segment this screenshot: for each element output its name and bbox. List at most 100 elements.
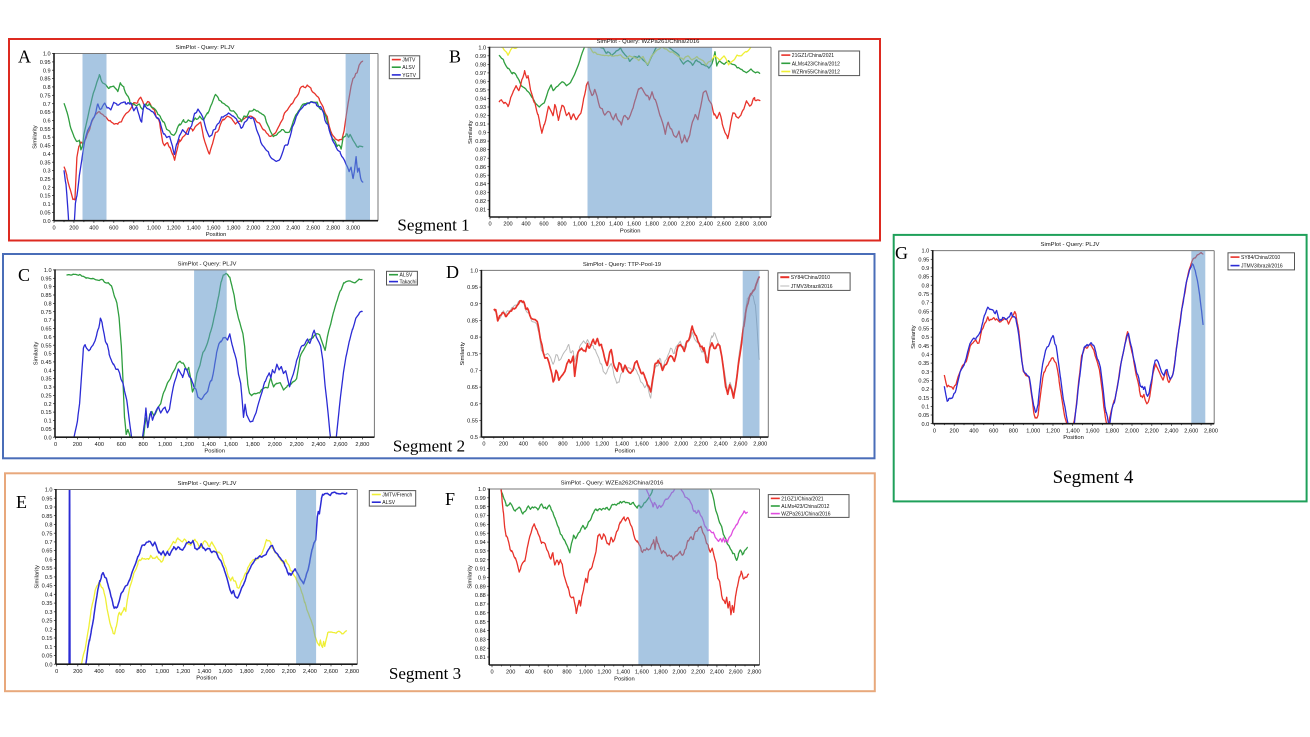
svg-text:1,600: 1,600 — [207, 225, 221, 231]
svg-text:0.99: 0.99 — [475, 54, 486, 60]
svg-text:2,200: 2,200 — [681, 222, 695, 228]
svg-text:0.91: 0.91 — [475, 567, 486, 573]
svg-text:0.4: 0.4 — [43, 152, 51, 158]
svg-text:1,000: 1,000 — [155, 669, 169, 675]
svg-text:SY84/China/2010: SY84/China/2010 — [791, 275, 830, 281]
svg-text:0.25: 0.25 — [42, 619, 53, 625]
svg-text:0.6: 0.6 — [43, 119, 51, 125]
svg-text:0.82: 0.82 — [475, 646, 486, 652]
svg-text:0.7: 0.7 — [43, 102, 51, 108]
svg-text:1,800: 1,800 — [645, 222, 659, 228]
svg-text:0.55: 0.55 — [467, 419, 478, 425]
svg-text:0.55: 0.55 — [918, 327, 929, 333]
svg-text:0.82: 0.82 — [475, 199, 486, 205]
svg-text:ALMs423/China/2012: ALMs423/China/2012 — [792, 61, 840, 67]
svg-text:SimPlot - Query: WZEa262/China: SimPlot - Query: WZEa262/China/2016 — [561, 481, 665, 487]
svg-text:SimPlot - Query: WZPa261/China: SimPlot - Query: WZPa261/China/2016 — [597, 39, 701, 45]
svg-text:1.0: 1.0 — [43, 52, 51, 58]
svg-text:1,800: 1,800 — [655, 442, 669, 448]
svg-text:2,000: 2,000 — [672, 670, 686, 676]
svg-text:0.93: 0.93 — [475, 105, 486, 111]
svg-text:YGTV: YGTV — [402, 73, 416, 79]
svg-text:0.65: 0.65 — [467, 385, 478, 391]
svg-text:0.0: 0.0 — [922, 422, 930, 428]
svg-text:Position: Position — [204, 449, 225, 455]
svg-text:JMTV: JMTV — [402, 58, 416, 64]
svg-text:0.95: 0.95 — [40, 60, 51, 66]
svg-text:0.35: 0.35 — [40, 160, 51, 166]
svg-text:1,200: 1,200 — [595, 442, 609, 448]
svg-text:200: 200 — [503, 222, 512, 228]
svg-text:0.85: 0.85 — [475, 620, 486, 626]
svg-text:0.75: 0.75 — [467, 352, 478, 358]
svg-text:600: 600 — [109, 225, 118, 231]
svg-text:0.9: 0.9 — [478, 131, 486, 137]
svg-text:1,600: 1,600 — [219, 669, 233, 675]
svg-text:1,600: 1,600 — [224, 442, 238, 448]
svg-text:Similarity: Similarity — [34, 342, 40, 366]
svg-text:200: 200 — [499, 442, 508, 448]
svg-text:0.94: 0.94 — [475, 97, 486, 103]
svg-text:0.2: 0.2 — [45, 627, 53, 633]
svg-text:0.05: 0.05 — [918, 413, 929, 419]
svg-text:0.92: 0.92 — [475, 558, 486, 564]
svg-text:0.97: 0.97 — [475, 514, 486, 520]
svg-text:0.15: 0.15 — [40, 194, 51, 200]
svg-text:200: 200 — [73, 442, 82, 448]
svg-text:0.8: 0.8 — [45, 523, 53, 529]
svg-text:0.9: 0.9 — [44, 285, 52, 291]
svg-text:1,000: 1,000 — [576, 442, 590, 448]
svg-text:0.84: 0.84 — [475, 182, 486, 188]
svg-text:0.87: 0.87 — [475, 156, 486, 162]
svg-text:2,400: 2,400 — [714, 442, 728, 448]
svg-text:SimPlot - Query: PLJV: SimPlot - Query: PLJV — [178, 481, 237, 487]
svg-text:0.95: 0.95 — [467, 285, 478, 291]
svg-text:0.45: 0.45 — [41, 360, 52, 366]
svg-text:1,200: 1,200 — [1046, 428, 1060, 434]
svg-text:0.6: 0.6 — [45, 558, 53, 564]
svg-text:0.1: 0.1 — [922, 405, 930, 411]
svg-text:0.15: 0.15 — [41, 410, 52, 416]
svg-text:1,200: 1,200 — [167, 225, 181, 231]
svg-text:0.89: 0.89 — [475, 584, 486, 590]
svg-text:2,200: 2,200 — [694, 442, 708, 448]
svg-text:0.15: 0.15 — [918, 396, 929, 402]
svg-text:0.85: 0.85 — [41, 293, 52, 299]
svg-text:Segment 4: Segment 4 — [1053, 467, 1134, 488]
svg-text:SimPlot - Query: TTP-Pool-19: SimPlot - Query: TTP-Pool-19 — [583, 262, 661, 268]
svg-text:0.5: 0.5 — [43, 135, 51, 141]
svg-text:Position: Position — [614, 677, 635, 683]
svg-text:2,600: 2,600 — [717, 222, 731, 228]
svg-text:0.0: 0.0 — [43, 219, 51, 225]
svg-text:0.45: 0.45 — [42, 584, 53, 590]
svg-text:2,200: 2,200 — [282, 669, 296, 675]
svg-text:SY84/China/2010: SY84/China/2010 — [1241, 255, 1280, 261]
svg-text:0.2: 0.2 — [44, 402, 52, 408]
svg-text:0.05: 0.05 — [40, 210, 51, 216]
svg-text:2,600: 2,600 — [306, 225, 320, 231]
svg-text:2,800: 2,800 — [747, 670, 761, 676]
svg-text:0.84: 0.84 — [475, 629, 486, 635]
svg-text:SimPlot - Query: PLJV: SimPlot - Query: PLJV — [176, 45, 235, 51]
svg-text:Similarity: Similarity — [460, 342, 466, 366]
svg-text:600: 600 — [989, 428, 998, 434]
svg-text:0.8: 0.8 — [470, 335, 478, 341]
svg-text:0.6: 0.6 — [922, 318, 930, 324]
svg-text:2,400: 2,400 — [699, 222, 713, 228]
svg-text:2,600: 2,600 — [334, 442, 348, 448]
svg-text:JTMV3/brazil/2016: JTMV3/brazil/2016 — [791, 284, 833, 290]
svg-text:1,000: 1,000 — [1026, 428, 1040, 434]
svg-text:2,000: 2,000 — [261, 669, 275, 675]
svg-text:0.45: 0.45 — [918, 344, 929, 350]
svg-text:0.91: 0.91 — [475, 122, 486, 128]
svg-text:2,200: 2,200 — [290, 442, 304, 448]
svg-text:1.0: 1.0 — [44, 268, 52, 274]
svg-text:0.89: 0.89 — [475, 139, 486, 145]
svg-text:800: 800 — [557, 222, 566, 228]
svg-text:0: 0 — [52, 225, 55, 231]
svg-text:800: 800 — [1009, 428, 1018, 434]
svg-text:0.8: 0.8 — [44, 302, 52, 308]
svg-text:1,000: 1,000 — [147, 225, 161, 231]
svg-text:800: 800 — [558, 442, 567, 448]
svg-text:2,000: 2,000 — [246, 225, 260, 231]
